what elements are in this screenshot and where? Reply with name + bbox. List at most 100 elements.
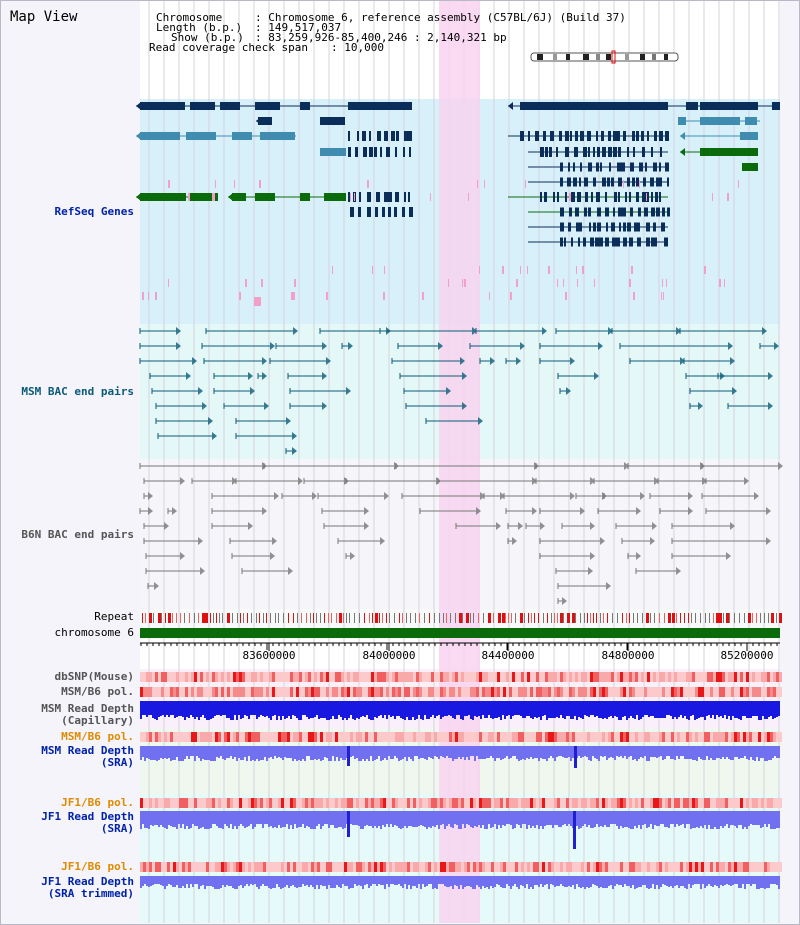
- read-depth-bar: [448, 746, 450, 758]
- read-depth-bar: [222, 811, 224, 829]
- gene-exon: [642, 192, 646, 202]
- read-depth-bar: [590, 876, 592, 887]
- read-depth-bar: [710, 701, 712, 718]
- read-depth-bar: [760, 876, 762, 888]
- read-depth-bar: [258, 811, 260, 824]
- polymorphism-heat-cell: [617, 672, 620, 682]
- read-depth-bar: [474, 701, 476, 716]
- read-depth-bar: [324, 876, 326, 886]
- read-depth-bar: [692, 876, 694, 885]
- variant-tick: [477, 180, 478, 188]
- read-depth-bar: [346, 701, 348, 720]
- polymorphism-heat-cell: [551, 687, 554, 697]
- polymorphism-heat-cell: [392, 798, 395, 808]
- track-label-b6n-bac[interactable]: B6N BAC end pairs: [21, 528, 134, 541]
- read-depth-bar: [600, 811, 602, 826]
- track-label-dbsnp[interactable]: dbSNP(Mouse): [54, 670, 134, 683]
- track-label-msm-depth-capillary[interactable]: MSM Read Depth: [41, 702, 134, 715]
- polymorphism-heat-cell: [779, 798, 782, 808]
- polymorphism-heat-cell: [677, 672, 680, 682]
- track-label-refseq[interactable]: RefSeq Genes: [54, 205, 134, 218]
- polymorphism-heat-cell: [203, 732, 206, 742]
- polymorphism-heat-cell: [494, 687, 497, 697]
- track-label-repeat[interactable]: Repeat: [94, 610, 134, 623]
- gene-exon: [348, 192, 350, 202]
- polymorphism-heat-cell: [500, 798, 503, 808]
- polymorphism-heat-cell: [761, 687, 764, 697]
- gene-exon: [362, 131, 366, 141]
- polymorphism-heat-cell: [503, 732, 506, 742]
- read-depth-bar: [580, 811, 582, 828]
- read-depth-bar: [220, 746, 222, 756]
- track-label-jf1-pol[interactable]: JF1/B6 pol.: [61, 796, 134, 809]
- read-depth-bar: [648, 701, 650, 717]
- polymorphism-heat-cell: [455, 732, 458, 742]
- read-depth-bar: [190, 746, 192, 756]
- gene-exon: [653, 162, 657, 172]
- gene-exon: [568, 222, 571, 232]
- read-depth-bar: [708, 811, 710, 825]
- polymorphism-heat-cell: [206, 862, 209, 872]
- repeat-element: [700, 613, 701, 623]
- polymorphism-heat-cell: [773, 687, 776, 697]
- track-label-chromosome[interactable]: chromosome 6: [54, 626, 134, 639]
- polymorphism-heat-cell: [482, 687, 485, 697]
- read-depth-bar: [746, 811, 748, 829]
- read-depth-bar: [242, 811, 244, 826]
- polymorphism-heat-cell: [308, 798, 311, 808]
- polymorphism-heat-cell: [236, 862, 239, 872]
- read-depth-bar: [332, 876, 334, 888]
- read-depth-bar: [638, 876, 640, 887]
- polymorphism-heat-cell: [305, 862, 308, 872]
- read-depth-bar: [224, 746, 226, 760]
- polymorphism-heat-cell: [578, 798, 581, 808]
- read-depth-bar: [428, 746, 430, 757]
- polymorphism-heat-cell: [605, 798, 608, 808]
- read-depth-bar: [714, 701, 716, 719]
- read-depth-bar: [284, 876, 286, 887]
- read-depth-bar: [470, 876, 472, 887]
- page-title: Map View: [10, 9, 78, 25]
- polymorphism-heat-cell: [308, 862, 311, 872]
- polymorphism-heat-cell: [143, 862, 146, 872]
- polymorphism-heat-cell: [362, 672, 365, 682]
- read-depth-bar: [624, 701, 626, 716]
- track-label-msm-bac[interactable]: MSM BAC end pairs: [21, 385, 134, 398]
- gene-exon: [599, 237, 603, 247]
- track-label-msm-depth-capillary-sub: (Capillary): [61, 714, 134, 727]
- read-depth-spike: [573, 811, 576, 849]
- polymorphism-heat-cell: [590, 687, 593, 697]
- track-label-msm-b6-pol-2[interactable]: MSM/B6 pol.: [61, 730, 134, 743]
- read-depth-bar: [648, 746, 650, 761]
- polymorphism-heat-cell: [548, 862, 551, 872]
- repeat-element: [709, 613, 710, 623]
- read-depth-bar: [564, 811, 566, 824]
- read-depth-bar: [386, 811, 388, 824]
- track-label-msm-depth-sra[interactable]: MSM Read Depth: [41, 744, 134, 757]
- read-depth-bar: [188, 876, 190, 888]
- gene-exon: [570, 131, 572, 141]
- track-label-jf1-depth-sra[interactable]: JF1 Read Depth: [41, 810, 134, 823]
- read-depth-bar: [676, 876, 678, 885]
- polymorphism-heat-cell: [578, 672, 581, 682]
- track-label-jf1-depth-trimmed[interactable]: JF1 Read Depth: [41, 875, 134, 888]
- polymorphism-heat-cell: [263, 732, 266, 742]
- polymorphism-heat-cell: [143, 798, 146, 808]
- gene-exon: [408, 131, 412, 141]
- track-label-msm-b6-pol[interactable]: MSM/B6 pol.: [61, 685, 134, 698]
- track-label-column: [1, 1, 140, 923]
- read-depth-bar: [550, 746, 552, 756]
- read-depth-bar: [202, 701, 204, 715]
- read-depth-bar: [300, 876, 302, 887]
- read-depth-bar: [212, 811, 214, 824]
- track-label-jf1-pol-2[interactable]: JF1/B6 pol.: [61, 860, 134, 873]
- read-depth-bar: [294, 811, 296, 824]
- read-depth-bar: [198, 876, 200, 889]
- polymorphism-heat-cell: [410, 798, 413, 808]
- read-depth-bar: [684, 746, 686, 759]
- read-depth-bar: [442, 701, 444, 717]
- polymorphism-heat-cell: [692, 732, 695, 742]
- bac-end-arrow: [520, 342, 525, 350]
- read-depth-bar: [732, 746, 734, 760]
